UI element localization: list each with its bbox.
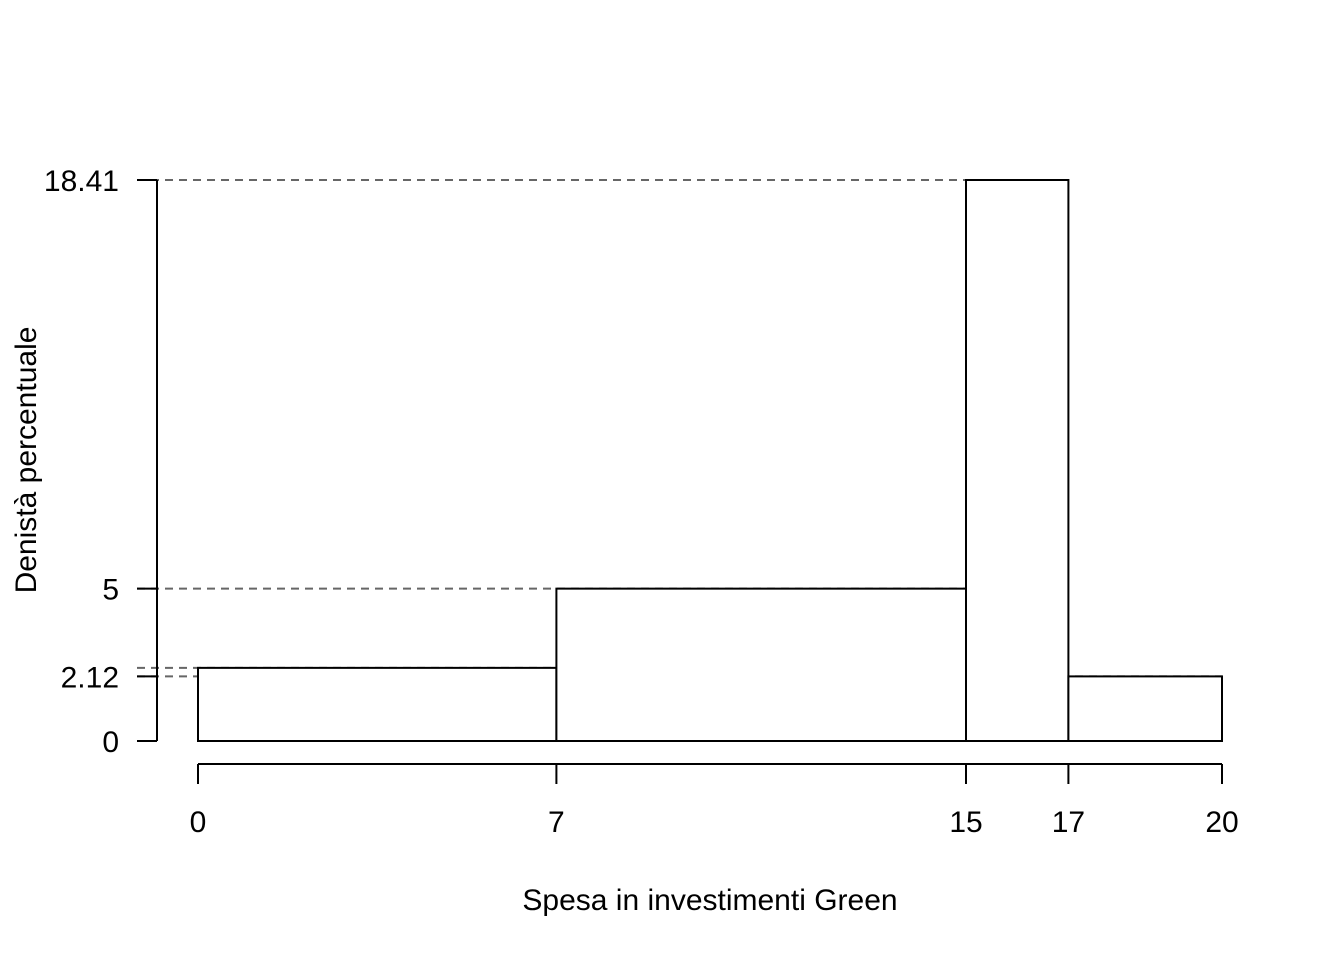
y-tick-label-2: 5 — [102, 574, 119, 607]
histogram-bars — [197, 179, 1224, 743]
y-tick-label-0: 0 — [102, 726, 119, 759]
x-tick-label-4: 20 — [1205, 806, 1238, 839]
bar-1 — [555, 587, 968, 742]
y-tick-label-1: 2.12 — [61, 661, 119, 694]
x-axis: 0 7 15 17 20 — [190, 763, 1239, 839]
x-tick-label-3: 17 — [1052, 806, 1085, 839]
y-axis-label: Denistà percentuale — [10, 327, 43, 594]
y-tick-label-3: 18.41 — [44, 165, 119, 198]
x-axis-label: Spesa in investimenti Green — [522, 884, 897, 917]
x-tick-label-0: 0 — [190, 806, 207, 839]
bar-3 — [1067, 675, 1224, 742]
bar-0 — [197, 666, 558, 743]
x-tick-label-2: 15 — [949, 806, 982, 839]
y-axis: 0 2.12 5 18.41 — [44, 165, 158, 759]
x-tick-label-1: 7 — [548, 806, 565, 839]
bar-2 — [965, 179, 1070, 742]
